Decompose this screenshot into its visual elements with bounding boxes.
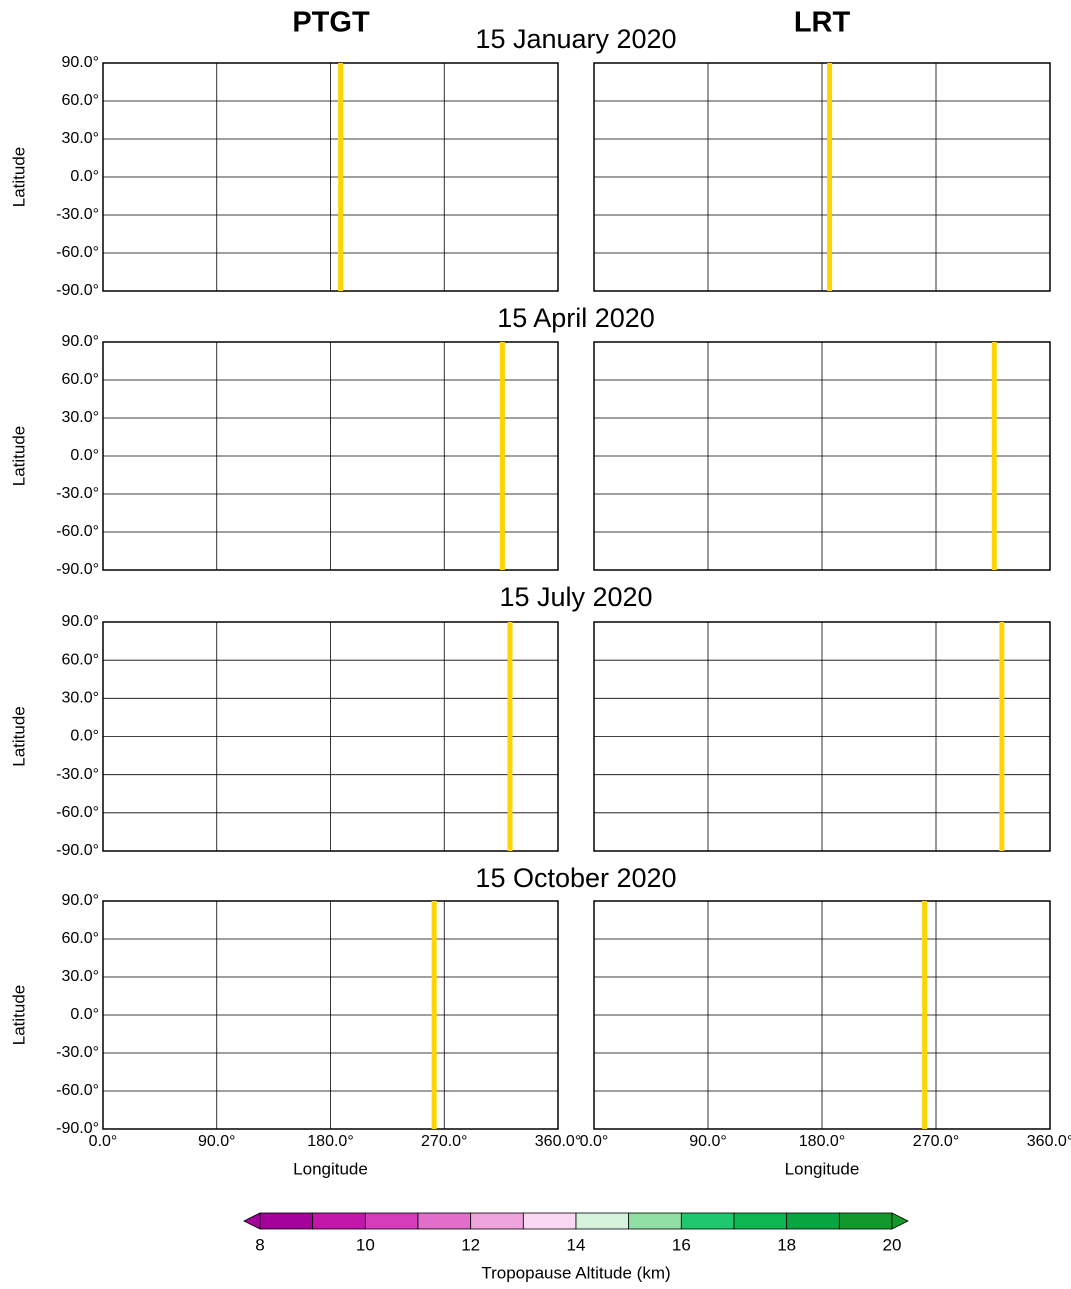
x-tick-label: 360.0° (1027, 1133, 1071, 1150)
y-tick-label: -90.0° (56, 842, 99, 859)
y-axis-label: Latitude (9, 426, 28, 487)
y-tick-label: 90.0° (61, 333, 99, 350)
y-axis-label: Latitude (9, 147, 28, 208)
y-tick-label: 90.0° (61, 54, 99, 71)
colorbar-tick-label: 20 (883, 1235, 902, 1254)
y-tick-label: 60.0° (61, 371, 99, 388)
y-tick-label: -30.0° (56, 206, 99, 223)
colorbar-tick-label: 10 (356, 1235, 375, 1254)
colorbar-segment (522, 1212, 577, 1230)
colorbar-segment (470, 1212, 524, 1230)
x-tick-label: 360.0° (535, 1133, 581, 1150)
colorbar-tick-label: 18 (777, 1235, 796, 1254)
y-tick-label: -30.0° (56, 766, 99, 783)
y-tick-label: -60.0° (56, 244, 99, 261)
row-title: 15 January 2020 (475, 24, 676, 54)
y-tick-label: 0.0° (70, 168, 99, 185)
x-tick-label: 180.0° (799, 1133, 845, 1150)
y-axis-label: Latitude (9, 985, 28, 1046)
y-tick-label: -60.0° (56, 523, 99, 540)
colorbar-segment (838, 1212, 893, 1230)
y-tick-label: -90.0° (56, 282, 99, 299)
y-tick-label: 60.0° (61, 92, 99, 109)
x-tick-label: 180.0° (307, 1133, 353, 1150)
colorbar-segment (417, 1212, 472, 1230)
colorbar-segment (364, 1212, 419, 1230)
y-tick-label: -30.0° (56, 485, 99, 502)
colorbar-tick-label: 16 (672, 1235, 691, 1254)
x-axis-label: Longitude (785, 1159, 860, 1178)
colorbar-segment (628, 1212, 682, 1230)
row-title: 15 April 2020 (497, 303, 655, 333)
row-title: 15 October 2020 (475, 863, 676, 893)
y-tick-label: 30.0° (61, 690, 99, 707)
y-tick-label: 30.0° (61, 130, 99, 147)
x-tick-label: 270.0° (913, 1133, 959, 1150)
y-tick-label: -90.0° (56, 1120, 99, 1137)
y-tick-label: 0.0° (70, 1006, 99, 1023)
colorbar-segment (312, 1212, 366, 1230)
y-tick-label: 0.0° (70, 728, 99, 745)
column-title: LRT (794, 7, 851, 39)
y-tick-label: 90.0° (61, 892, 99, 909)
y-tick-label: 90.0° (61, 613, 99, 630)
x-tick-label: 90.0° (198, 1133, 236, 1150)
colorbar-segment (786, 1212, 840, 1230)
colorbar-segment (575, 1212, 630, 1230)
x-tick-label: 90.0° (689, 1133, 727, 1150)
colorbar-tick-label: 14 (567, 1235, 586, 1254)
colorbar-segment (680, 1212, 735, 1230)
colorbar-segment (733, 1212, 788, 1230)
y-tick-label: -60.0° (56, 804, 99, 821)
y-axis-label: Latitude (9, 706, 28, 767)
x-tick-label: 0.0° (89, 1133, 118, 1150)
x-tick-label: 0.0° (580, 1133, 609, 1150)
y-tick-label: -90.0° (56, 561, 99, 578)
y-tick-label: -30.0° (56, 1044, 99, 1061)
colorbar-tick-label: 8 (255, 1235, 264, 1254)
colorbar-segment (259, 1212, 314, 1230)
y-tick-label: 60.0° (61, 651, 99, 668)
colorbar-over (891, 1212, 909, 1230)
row-title: 15 July 2020 (499, 582, 652, 612)
y-tick-label: -60.0° (56, 1082, 99, 1099)
column-title: PTGT (292, 7, 370, 39)
colorbar-label: Tropopause Altitude (km) (481, 1263, 670, 1282)
x-tick-label: 270.0° (421, 1133, 467, 1150)
x-axis-label: Longitude (293, 1159, 368, 1178)
y-tick-label: 30.0° (61, 409, 99, 426)
colorbar-tick-label: 12 (461, 1235, 480, 1254)
y-tick-label: 60.0° (61, 930, 99, 947)
y-tick-label: 0.0° (70, 447, 99, 464)
y-tick-label: 30.0° (61, 968, 99, 985)
colorbar-under (243, 1212, 261, 1230)
